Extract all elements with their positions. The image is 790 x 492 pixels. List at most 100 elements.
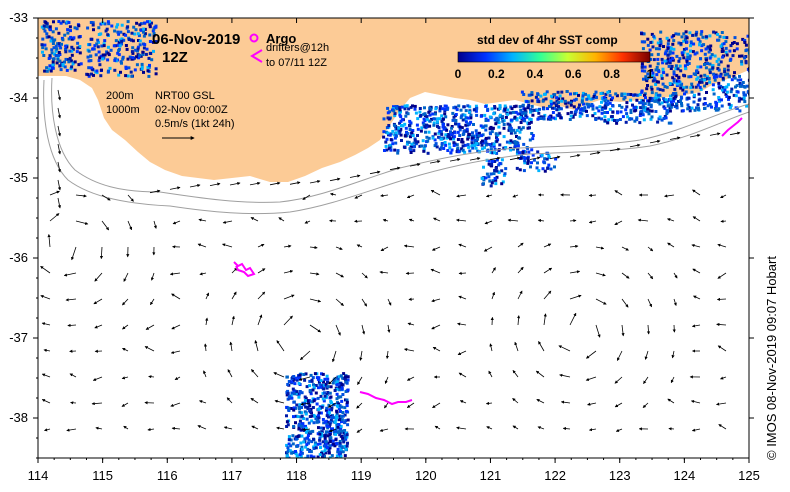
current-arrow (483, 246, 493, 252)
current-arrow (67, 323, 77, 327)
current-arrow (257, 314, 263, 326)
isobath-1000m-line (43, 79, 749, 215)
current-arrow (101, 194, 111, 201)
current-arrow (380, 193, 389, 198)
current-arrow (145, 324, 155, 330)
colorbar-tick-label: 1 (647, 67, 654, 81)
current-arrow (229, 341, 233, 352)
current-arrow (720, 194, 727, 199)
current-arrow (569, 219, 577, 223)
current-arrow (609, 147, 621, 152)
current-arrow (643, 376, 649, 385)
current-arrow (91, 401, 103, 406)
current-arrow (69, 373, 77, 378)
current-arrow (691, 324, 701, 328)
current-arrow (692, 216, 701, 222)
current-arrow (149, 189, 161, 194)
current-arrow (283, 269, 294, 274)
current-arrow (209, 182, 221, 186)
current-arrow (621, 324, 625, 337)
current-arrow (231, 315, 235, 326)
current-arrow (562, 426, 571, 431)
x-tick-label: 120 (415, 468, 437, 483)
current-arrow (621, 298, 629, 308)
x-tick-label: 118 (286, 468, 307, 483)
current-arrow (405, 271, 415, 275)
current-arrow (614, 376, 623, 384)
drifter-track (233, 261, 256, 278)
current-arrow (203, 370, 207, 378)
current-arrow (543, 313, 547, 326)
current-arrow (691, 428, 701, 432)
current-arrow (309, 272, 320, 276)
x-tick-label: 123 (609, 468, 631, 483)
current-arrow (512, 425, 519, 430)
current-arrow (642, 402, 649, 408)
longitude-axis: 114 115 116 117 118 119 120 121 122 123 124 125 (28, 18, 760, 483)
current-arrow (408, 218, 415, 222)
current-arrow (558, 345, 571, 352)
current-arrow (543, 267, 553, 274)
current-arrow (485, 401, 493, 405)
colorbar-tick-label: 0.2 (488, 67, 505, 81)
current-arrow (283, 294, 295, 300)
current-arrow (231, 291, 237, 300)
current-arrow (385, 350, 390, 360)
current-arrow (514, 341, 519, 352)
current-arrow (457, 350, 467, 355)
current-arrow (172, 220, 181, 225)
current-arrow (486, 426, 493, 430)
current-arrow (646, 324, 651, 335)
current-arrow (458, 295, 467, 300)
x-tick-label: 115 (92, 468, 113, 483)
current-arrow (489, 156, 501, 161)
x-tick-label: 125 (738, 468, 760, 483)
current-arrow (517, 290, 523, 300)
current-arrow (250, 217, 259, 222)
current-arrow (614, 220, 623, 226)
current-arrow (198, 218, 207, 222)
current-arrow (359, 350, 363, 361)
current-arrow (589, 151, 601, 155)
product-label: NRT00 GSL (155, 90, 215, 102)
current-arrow (644, 350, 649, 360)
current-arrow (197, 243, 207, 248)
current-arrow (92, 376, 103, 381)
current-arrow (123, 425, 129, 430)
current-arrow (221, 243, 233, 248)
current-arrow (430, 189, 441, 196)
current-arrow (361, 324, 366, 335)
current-arrow (41, 322, 51, 326)
current-arrow (298, 376, 311, 381)
current-arrow (407, 322, 415, 326)
current-arrow (203, 343, 208, 352)
current-arrow (304, 220, 311, 224)
current-arrow (329, 428, 337, 433)
current-arrow (170, 402, 181, 407)
current-arrow (63, 272, 77, 277)
current-arrow (629, 143, 641, 148)
current-arrow (560, 400, 571, 404)
current-arrow (429, 160, 441, 164)
current-arrow (274, 399, 285, 404)
current-arrow (693, 295, 701, 300)
x-tick-label: 117 (222, 468, 243, 483)
current-arrow (223, 426, 233, 430)
map-date: 06-Nov-2019 (152, 31, 240, 48)
drifter-track (359, 391, 413, 406)
current-arrow (354, 194, 363, 199)
current-arrow (43, 348, 51, 352)
map-time: 12Z (162, 49, 188, 66)
current-arrow (585, 350, 597, 359)
current-arrow (720, 219, 727, 223)
current-arrow (331, 350, 337, 363)
legend-drifters: drifters@12h (266, 42, 329, 54)
current-arrow (369, 170, 381, 175)
current-arrow (94, 324, 103, 329)
current-arrow (666, 218, 675, 222)
drifter-track (721, 117, 743, 137)
current-arrow (491, 291, 496, 300)
current-arrow (691, 244, 701, 248)
current-arrow (121, 376, 129, 380)
